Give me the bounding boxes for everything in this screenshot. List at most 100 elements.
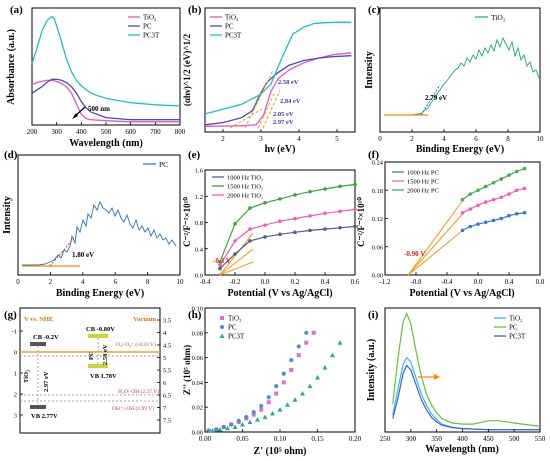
y-tick-label: 0.08 [192,330,203,337]
panel-c-annotation: 2.79 eV [425,94,447,102]
data-point [293,193,297,197]
x-tick-label: 10 [177,278,185,286]
panel-g-h2o-label: H₂O/·OH (2.37 V) [118,388,159,395]
panel-c-xticks: 0 2 4 6 8 10 [378,129,544,143]
data-point [468,207,473,211]
panel-f-legend: 1000 Hz PC 1500 Hz PC 2000 Hz PC [392,170,439,195]
panel-e-ylabel: C⁻²/F⁻²×10¹⁰ [182,197,192,247]
data-point-0 [251,412,256,417]
data-point-2 [270,410,275,416]
x-tick-label: 0.4 [321,278,330,286]
x-tick-label: 0.20 [349,435,362,443]
data-point-1 [259,403,264,409]
panel-d-annotation: 1.80 eV [72,251,94,259]
x-tick-label: 800 [175,128,186,136]
x-tick-label: 0 [16,278,20,286]
legend-label: PC [225,23,234,31]
x-tick-label: -0.8 [410,278,422,286]
panel-f-label: (f) [368,149,379,161]
data-point [263,235,267,239]
panel-f-xticks: -1.2 -0.8 -0.4 0.0 0.4 0.8 [379,272,545,286]
panel-e-label: (e) [188,149,201,161]
data-point-2 [292,397,298,402]
y-tick-label: 0.02 [192,405,203,412]
panel-h-label: (h) [188,309,202,321]
x-tick-label: 0.2 [291,278,300,286]
data-point [476,222,480,226]
data-point [233,252,237,256]
right-tick-label: 5 [163,355,166,362]
data-point [308,189,312,194]
data-point-1 [236,418,241,423]
y-tick-label: 0.12 [372,216,383,223]
data-point [233,239,237,243]
panel-g-pc-name: PC [88,351,95,360]
data-point-2 [255,417,260,422]
x-tick-label: 400 [457,435,468,443]
data-point-2 [337,340,343,345]
panel-f-series [460,166,527,233]
data-point-1 [229,422,234,427]
panel-a-series [31,15,181,123]
data-point [514,188,519,193]
panel-g-o2-label: O₂/·O₂⁻ (-0.33 V) [116,341,156,348]
x-tick-label: 10 [537,135,545,143]
legend-label: PC3T [228,333,245,341]
data-point [353,182,357,187]
panel-g-pc-cb-bar [88,334,108,338]
data-point-2 [240,422,245,427]
panel-a: (a) 200 300 400 500 600 700 800 Wavelength (nm… [6,4,186,149]
data-point [499,195,504,200]
x-tick-label: 0 [378,135,382,143]
panel-i-series [392,312,541,431]
panel-e-yticks: 0.0 0.4 0.8 1.2 1.6 [195,168,208,280]
data-point [248,206,252,210]
panel-a-xlabel: Wavelength (nm) [69,138,143,149]
panel-g-tio2-cb: CB -0.2V [33,334,59,341]
panel-f-xlabel: Potential (V vs Ag/AgCl) [409,288,514,299]
data-point [476,203,480,208]
legend-label: PC [509,324,518,332]
data-point [293,230,297,235]
data-point [491,180,496,185]
legend-label: 1500 Hz PC [407,179,439,186]
legend-label: 2000 Hz TiO₂ [227,193,263,200]
panel-d-trace [22,200,177,266]
data-point-1 [304,330,309,335]
data-point-1 [221,424,226,430]
x-tick-label: 0.4 [505,278,514,286]
x-tick-label: 6 [113,278,117,286]
panel-e-xlabel: Potential (V vs Ag/AgCl) [227,288,332,299]
series-line-0 [392,356,540,431]
y-tick-label: 0.8 [195,220,203,227]
panel-b: (b) 2 3 4 5 hν (eV) (αhν)^1/2 (eV)^1/2 TiO₂… [182,4,356,155]
panel-i: (i) 250 300 350 400 450 500 550 Wavelength (nm… [366,307,546,455]
panel-h-series [206,330,343,433]
series-line-2 [392,364,540,431]
x-tick-label: 350 [431,435,442,443]
panel-b-series [204,21,352,127]
panel-g-right-ticks: 3.5 4 4.5 5 5.5 6 6.5 7 7.5 [157,318,171,425]
panel-g: (g) V vs. NHE Vacuum -1 0 1 2 3 3.5 4 4.5 5 5.5 6… [4,307,171,434]
y-tick-label: 0.10 [192,306,203,313]
panel-g-tio2-gap: 2.97 eV [43,371,50,392]
x-tick-label: 400 [76,128,87,136]
panel-b-annot-205: 2.05 eV [273,111,294,118]
right-tick-label: 7 [163,405,167,412]
panel-h: (h) 0.00 0.05 0.10 0.15 0.20 0.000.020.040.0… [182,306,362,458]
panel-g-tio2-vb: VB 2.77V [31,413,58,420]
panel-e-xticks: -0.4 -0.2 0.0 0.2 0.4 0.6 [199,272,360,286]
right-tick-label: 3.5 [163,318,171,325]
panel-f: (f) -1.2 -0.8 -0.4 0.0 0.4 0.8 0.000.060.120.… [356,149,545,299]
data-point [323,187,327,191]
panel-c-legend-text: TiO₂ [491,13,506,22]
data-point [263,223,267,227]
right-tick-label: 4 [163,330,167,337]
data-point [499,216,504,221]
data-point [522,166,527,171]
data-point [514,211,519,216]
panel-c-trace [384,36,540,116]
